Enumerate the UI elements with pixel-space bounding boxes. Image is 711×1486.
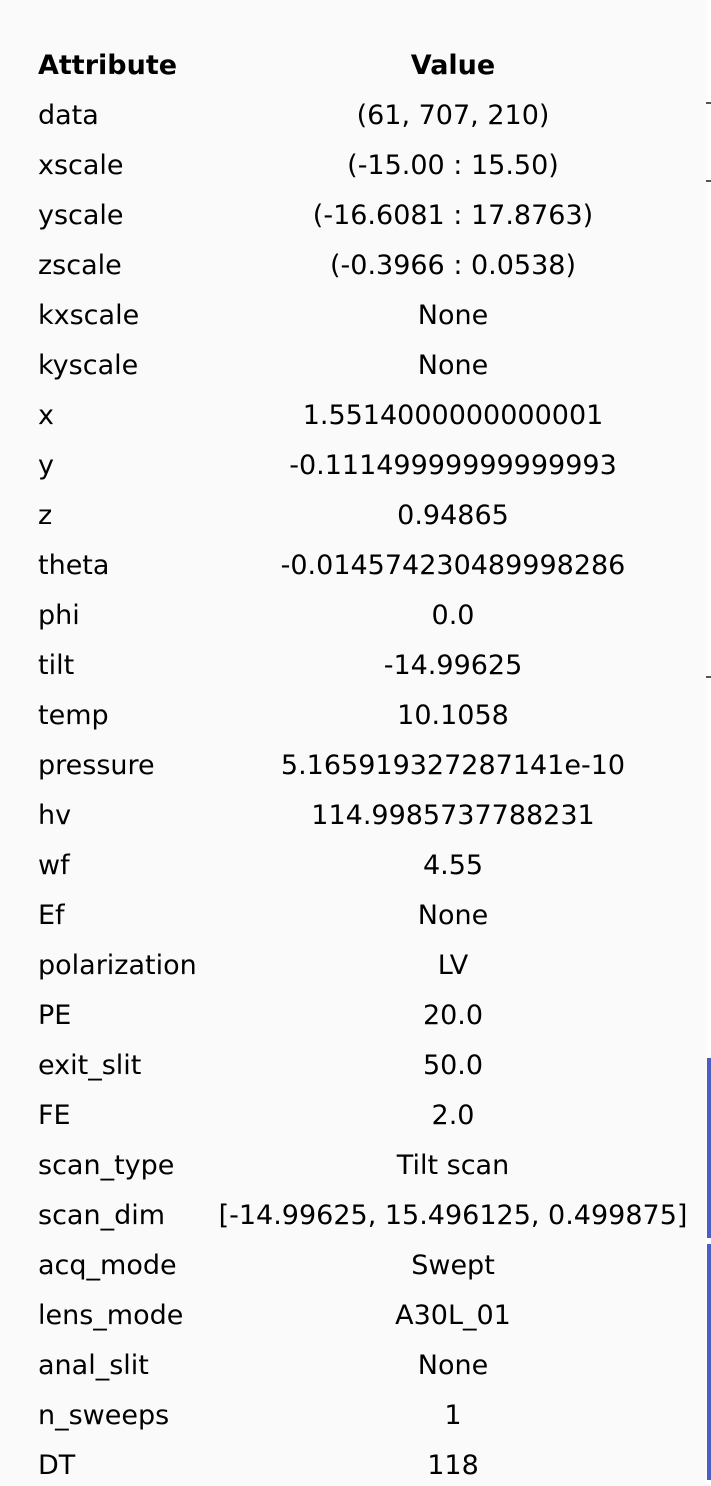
table-header-row: Attribute Value bbox=[0, 40, 700, 90]
attribute-name: kyscale bbox=[38, 349, 139, 381]
attribute-value: None bbox=[417, 899, 489, 931]
table-row[interactable]: z 0.94865 bbox=[0, 490, 700, 540]
table-row[interactable]: data (61, 707, 210) bbox=[0, 90, 700, 140]
attribute-value: (-16.6081 : 17.8763) bbox=[312, 199, 594, 231]
attribute-value: 1 bbox=[444, 1399, 462, 1431]
attribute-value: (-15.00 : 15.50) bbox=[347, 149, 559, 181]
background-window-divider bbox=[706, 180, 711, 182]
attribute-value: 20.0 bbox=[422, 999, 484, 1031]
table-row[interactable]: x 1.5514000000000001 bbox=[0, 390, 700, 440]
table-row[interactable]: polarization LV bbox=[0, 940, 700, 990]
attribute-name: xscale bbox=[38, 149, 124, 181]
table-row[interactable]: pressure 5.165919327287141e-10 bbox=[0, 740, 700, 790]
attribute-name: PE bbox=[38, 999, 72, 1031]
attribute-value: A30L_01 bbox=[395, 1299, 511, 1331]
table-row[interactable]: tilt -14.99625 bbox=[0, 640, 700, 690]
attribute-name: n_sweeps bbox=[38, 1399, 170, 1431]
attribute-value: 118 bbox=[427, 1449, 479, 1481]
attribute-name: data bbox=[38, 99, 99, 131]
attribute-value: 4.55 bbox=[422, 849, 484, 881]
attribute-value: None bbox=[417, 299, 489, 331]
attribute-value: 50.0 bbox=[422, 1049, 484, 1081]
attribute-value: LV bbox=[437, 949, 469, 981]
table-row[interactable]: y -0.11149999999999993 bbox=[0, 440, 700, 490]
column-header-value[interactable]: Value bbox=[410, 49, 496, 81]
background-window-edge bbox=[706, 0, 711, 1486]
attribute-value: (61, 707, 210) bbox=[356, 99, 550, 131]
attribute-value: -0.014574230489998286 bbox=[280, 549, 626, 581]
attribute-value: 0.94865 bbox=[397, 499, 509, 531]
table-row[interactable]: xscale (-15.00 : 15.50) bbox=[0, 140, 700, 190]
table-row[interactable]: zscale (-0.3966 : 0.0538) bbox=[0, 240, 700, 290]
attribute-value: 114.9985737788231 bbox=[311, 799, 595, 831]
attribute-name: y bbox=[38, 449, 54, 481]
table-row[interactable]: FE 2.0 bbox=[0, 1090, 700, 1140]
table-row[interactable]: acq_mode Swept bbox=[0, 1240, 700, 1290]
attribute-name: tilt bbox=[38, 649, 75, 681]
attribute-value: 10.1058 bbox=[397, 699, 509, 731]
attribute-name: kxscale bbox=[38, 299, 140, 331]
table-row[interactable]: Ef None bbox=[0, 890, 700, 940]
table-row[interactable]: phi 0.0 bbox=[0, 590, 700, 640]
attribute-name: acq_mode bbox=[38, 1249, 177, 1281]
background-window-divider bbox=[706, 676, 711, 678]
attribute-value: None bbox=[417, 349, 489, 381]
attribute-value: 2.0 bbox=[431, 1099, 475, 1131]
attribute-name: DT bbox=[38, 1449, 76, 1481]
attributes-table: Attribute Value data (61, 707, 210) xscal… bbox=[0, 40, 700, 1486]
attribute-value: (-0.3966 : 0.0538) bbox=[329, 249, 577, 281]
attribute-value: 1.5514000000000001 bbox=[302, 399, 604, 431]
table-row[interactable]: kxscale None bbox=[0, 290, 700, 340]
attribute-value: None bbox=[417, 1349, 489, 1381]
table-row[interactable]: scan_type Tilt scan bbox=[0, 1140, 700, 1190]
attribute-name: temp bbox=[38, 699, 109, 731]
attribute-name: wf bbox=[38, 849, 70, 881]
attribute-value: -0.11149999999999993 bbox=[289, 449, 617, 481]
attribute-name: zscale bbox=[38, 249, 122, 281]
attribute-name: theta bbox=[38, 549, 110, 581]
table-row[interactable]: anal_slit None bbox=[0, 1340, 700, 1390]
table-row[interactable]: theta -0.014574230489998286 bbox=[0, 540, 700, 590]
attribute-name: lens_mode bbox=[38, 1299, 184, 1331]
attribute-name: FE bbox=[38, 1099, 71, 1131]
attribute-name: Ef bbox=[38, 899, 65, 931]
attribute-value: [-14.99625, 15.496125, 0.499875] bbox=[218, 1199, 688, 1231]
attribute-name: z bbox=[38, 499, 53, 531]
attribute-value: -14.99625 bbox=[383, 649, 523, 681]
table-row[interactable]: yscale (-16.6081 : 17.8763) bbox=[0, 190, 700, 240]
attribute-name: scan_type bbox=[38, 1149, 175, 1181]
table-row[interactable]: scan_dim [-14.99625, 15.496125, 0.499875] bbox=[0, 1190, 700, 1240]
background-window-accent bbox=[707, 1058, 711, 1238]
table-row[interactable]: kyscale None bbox=[0, 340, 700, 390]
attribute-name: hv bbox=[38, 799, 72, 831]
background-window-accent bbox=[707, 1244, 711, 1480]
attribute-name: x bbox=[38, 399, 54, 431]
attribute-value: 5.165919327287141e-10 bbox=[280, 749, 626, 781]
table-row[interactable]: lens_mode A30L_01 bbox=[0, 1290, 700, 1340]
attribute-value: Tilt scan bbox=[396, 1149, 510, 1181]
table-row[interactable]: hv 114.9985737788231 bbox=[0, 790, 700, 840]
table-row[interactable]: exit_slit 50.0 bbox=[0, 1040, 700, 1090]
attribute-name: exit_slit bbox=[38, 1049, 142, 1081]
table-row[interactable]: DT 118 bbox=[0, 1440, 700, 1486]
attribute-name: phi bbox=[38, 599, 80, 631]
attribute-name: anal_slit bbox=[38, 1349, 149, 1381]
background-window-divider bbox=[706, 102, 711, 104]
table-row[interactable]: n_sweeps 1 bbox=[0, 1390, 700, 1440]
attribute-value: 0.0 bbox=[431, 599, 475, 631]
table-row[interactable]: temp 10.1058 bbox=[0, 690, 700, 740]
attribute-name: polarization bbox=[38, 949, 197, 981]
attribute-value: Swept bbox=[411, 1249, 495, 1281]
attribute-name: yscale bbox=[38, 199, 124, 231]
column-header-attribute[interactable]: Attribute bbox=[38, 49, 178, 81]
table-row[interactable]: wf 4.55 bbox=[0, 840, 700, 890]
table-row[interactable]: PE 20.0 bbox=[0, 990, 700, 1040]
attribute-name: pressure bbox=[38, 749, 155, 781]
attribute-name: scan_dim bbox=[38, 1199, 166, 1231]
